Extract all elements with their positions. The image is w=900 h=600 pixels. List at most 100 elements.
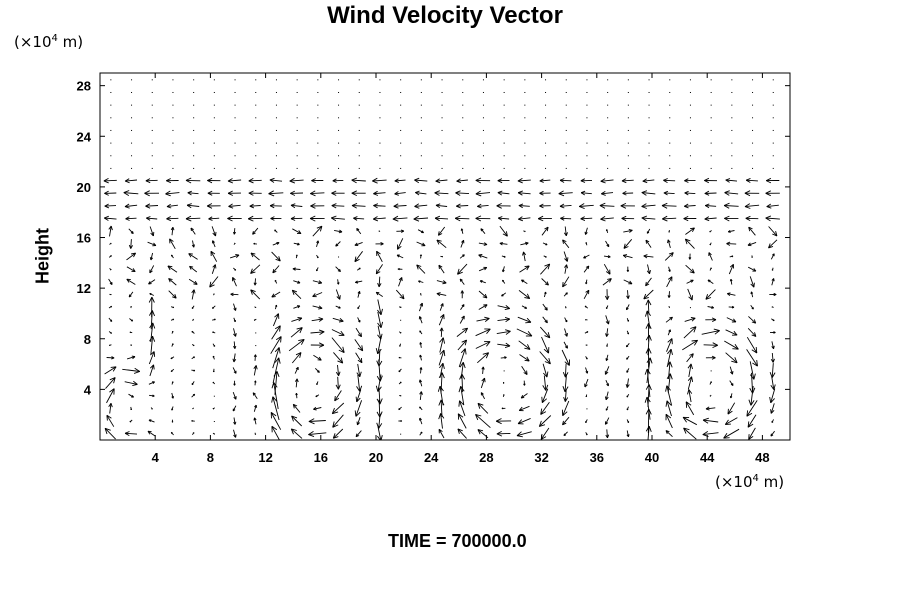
wind-vector — [580, 190, 592, 196]
wind-vector — [724, 417, 738, 425]
wind-vector — [191, 240, 195, 248]
wind-vector — [213, 129, 215, 131]
wind-vector — [627, 142, 629, 144]
wind-vector — [689, 117, 691, 119]
wind-vector — [455, 190, 470, 196]
wind-vector — [104, 190, 117, 196]
wind-vector — [584, 305, 589, 309]
wind-vector — [375, 264, 383, 275]
wind-vector — [772, 104, 774, 106]
wind-vector — [420, 79, 422, 81]
wind-vector — [497, 305, 510, 311]
wind-vector — [669, 91, 671, 93]
wind-vector — [296, 79, 298, 81]
x-tick-8: 8 — [207, 73, 214, 465]
wind-vector — [585, 356, 588, 360]
wind-vector — [144, 190, 160, 197]
wind-vector — [354, 400, 363, 417]
wind-vector — [270, 336, 282, 354]
wind-vector — [709, 394, 712, 397]
wind-vector — [310, 329, 325, 335]
wind-vector — [731, 117, 733, 119]
wind-vector — [648, 155, 650, 157]
wind-vector — [771, 278, 775, 286]
wind-vector — [709, 230, 712, 233]
wind-vector — [351, 202, 366, 209]
wind-vector — [296, 117, 298, 119]
wind-vector — [523, 230, 526, 233]
wind-vector — [233, 341, 237, 349]
wind-vector — [396, 254, 404, 259]
wind-vector — [109, 293, 112, 296]
wind-vector — [170, 431, 174, 436]
wind-vector — [772, 129, 774, 131]
wind-vector — [604, 417, 610, 425]
wind-vector — [123, 190, 139, 196]
wind-vector — [291, 415, 303, 427]
wind-vector — [668, 230, 670, 233]
wind-vector — [110, 104, 112, 106]
wind-vector — [188, 278, 198, 285]
wind-vector — [255, 155, 257, 157]
wind-vector — [524, 79, 526, 81]
wind-vector — [255, 167, 257, 169]
wind-vector — [727, 229, 735, 233]
wind-vector — [275, 91, 277, 93]
wind-vector — [250, 252, 260, 261]
wind-vector — [438, 314, 445, 326]
wind-vector — [227, 178, 242, 184]
wind-vector — [478, 266, 488, 272]
wind-vector — [147, 241, 157, 247]
wind-vector — [379, 167, 381, 169]
x-tick-32: 32 — [534, 73, 549, 465]
wind-vector — [234, 104, 236, 106]
wind-vector — [351, 190, 366, 197]
wind-vector — [710, 370, 712, 372]
wind-vector — [686, 353, 694, 363]
wind-vector — [645, 277, 652, 287]
wind-vector — [271, 425, 280, 440]
wind-vector — [584, 378, 589, 388]
wind-vector — [130, 344, 133, 346]
wind-vector — [130, 406, 133, 411]
wind-vector — [724, 190, 739, 196]
wind-vector — [517, 417, 531, 425]
wind-vector — [104, 427, 116, 440]
wind-vector — [291, 289, 302, 300]
wind-vector — [377, 426, 383, 440]
wind-vector — [131, 91, 133, 93]
wind-vector — [414, 177, 428, 184]
wind-vector — [332, 414, 344, 428]
wind-vector — [503, 167, 505, 169]
wind-vector — [565, 142, 567, 144]
wind-vector — [206, 203, 221, 209]
wind-vector — [252, 227, 259, 235]
wind-vector — [332, 178, 344, 183]
wind-vector — [316, 381, 319, 386]
wind-vector — [272, 357, 281, 384]
wind-vector — [585, 394, 588, 398]
wind-vector — [233, 380, 236, 386]
wind-vector — [441, 142, 443, 144]
wind-vector — [459, 278, 465, 285]
wind-vector — [623, 228, 633, 233]
wind-vector — [603, 263, 611, 275]
wind-vector — [191, 419, 195, 422]
wind-vector — [665, 430, 673, 438]
wind-vector — [731, 155, 733, 157]
wind-vector — [253, 354, 257, 361]
y-tick-label: 4 — [84, 382, 92, 397]
wind-vector — [400, 79, 402, 81]
wind-vector — [169, 238, 176, 250]
wind-vector — [518, 405, 530, 412]
x-tick-28: 28 — [479, 73, 494, 465]
wind-vector — [543, 291, 547, 298]
wind-vector — [170, 226, 175, 236]
wind-vector — [213, 104, 215, 106]
wind-vector — [400, 129, 402, 131]
time-label: TIME = 700000.0 — [388, 531, 527, 551]
wind-vector — [172, 91, 174, 93]
wind-vector — [482, 167, 484, 169]
wind-vector — [607, 142, 609, 144]
